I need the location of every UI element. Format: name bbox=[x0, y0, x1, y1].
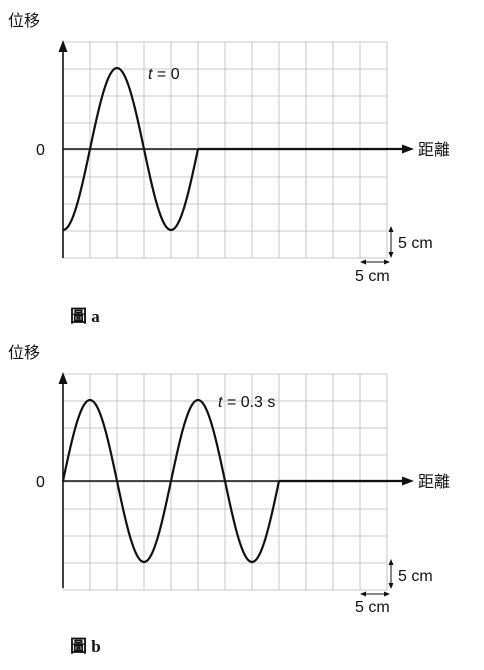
figure-a: 位移 0 距離 t = 0 5 cm 5 cm 圖 a bbox=[8, 12, 450, 326]
figure-b-zero-label: 0 bbox=[36, 474, 45, 491]
figure-a-zero-label: 0 bbox=[36, 142, 45, 159]
figure-b-ylabel: 位移 bbox=[8, 344, 40, 362]
figure-a-scale-x-arrow-right bbox=[384, 259, 390, 265]
figure-b-time-label: t = 0.3 s bbox=[218, 394, 275, 411]
figure-b-scale-y-arrow-top bbox=[388, 559, 394, 565]
figure-b-wave bbox=[61, 398, 281, 564]
figure-b-x-arrow bbox=[402, 476, 414, 486]
figure-a-scale-y-label: 5 cm bbox=[398, 235, 433, 252]
figure-a-scale-x-label: 5 cm bbox=[355, 268, 390, 285]
figure-a-xlabel: 距離 bbox=[418, 141, 450, 159]
figure-b-scale-y-label: 5 cm bbox=[398, 568, 433, 585]
figure-a-scale-y-arrow-top bbox=[388, 226, 394, 232]
figure-b-scale-x-arrow-right bbox=[384, 591, 390, 597]
figure-a-time-label: t = 0 bbox=[148, 66, 180, 83]
figure-b-scale-y-arrow-bottom bbox=[388, 583, 394, 589]
figure-a-caption: 圖 a bbox=[70, 307, 100, 326]
figure-a-scale-y-arrow-bottom bbox=[388, 252, 394, 258]
figure-b-time-value: = 0.3 s bbox=[222, 394, 275, 411]
figure-a-scale-x-arrow-left bbox=[360, 259, 366, 265]
figure-b-time-symbol: t bbox=[218, 394, 223, 411]
figure-b-y-arrow bbox=[58, 372, 68, 384]
figure-a-time-symbol: t bbox=[148, 66, 153, 83]
figure-b-caption: 圖 b bbox=[70, 637, 101, 656]
figure-b-xlabel: 距離 bbox=[418, 473, 450, 491]
figure-a-time-value: = 0 bbox=[152, 66, 179, 83]
figure-a-y-arrow bbox=[58, 40, 68, 52]
figure-b: 位移 0 距離 t = 0.3 s 5 cm 5 cm 圖 b bbox=[8, 344, 450, 656]
figure-b-scale-x-label: 5 cm bbox=[355, 599, 390, 616]
figure-b-scale-x-arrow-left bbox=[360, 591, 366, 597]
figure-a-x-arrow bbox=[402, 144, 414, 154]
figure-a-ylabel: 位移 bbox=[8, 12, 40, 30]
figure-a-wave bbox=[62, 66, 200, 232]
